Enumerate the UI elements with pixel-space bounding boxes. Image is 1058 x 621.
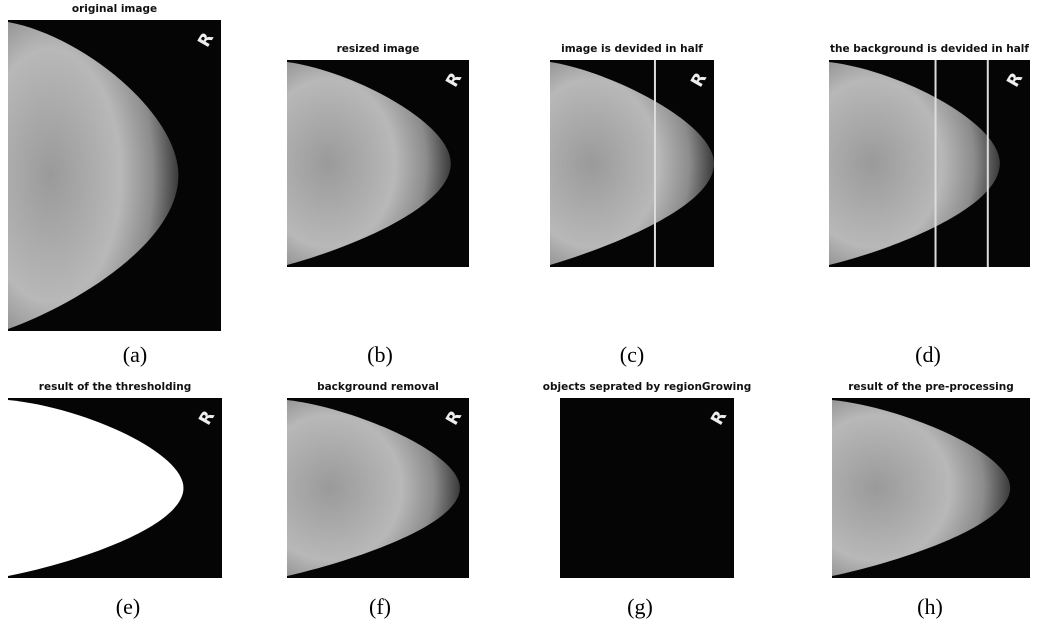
panel-caption: (c) (620, 342, 644, 367)
panel-title: objects seprated by regionGrowing (543, 381, 751, 393)
panel-title: original image (72, 3, 157, 15)
figure: Roriginal image(a)Rresized image(b)Rimag… (0, 0, 1058, 621)
panel-caption: (a) (123, 342, 147, 367)
panel-caption: (b) (367, 342, 393, 367)
panel-caption: (e) (116, 594, 140, 619)
panel-caption: (g) (627, 594, 653, 619)
panel-caption: (h) (917, 594, 943, 619)
panel-title: resized image (337, 43, 420, 55)
panel-title: background removal (317, 381, 439, 393)
panel-title: the background is devided in half (830, 43, 1029, 55)
panel-title: image is devided in half (561, 43, 703, 55)
image-background (560, 398, 734, 578)
panel-caption: (f) (369, 594, 391, 619)
panel-title: result of the pre-processing (848, 381, 1014, 393)
panel-caption: (d) (915, 342, 941, 367)
panel-title: result of the thresholding (39, 381, 191, 393)
